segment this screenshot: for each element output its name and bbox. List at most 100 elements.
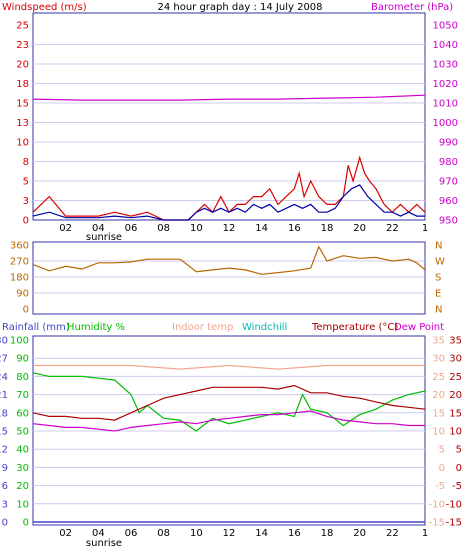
temperature-label: Temperature (°C)	[311, 322, 398, 333]
indoor-temp-label: Indoor temp	[172, 322, 233, 333]
humidity-axis-label: Humidity %	[67, 322, 125, 333]
barometer-tick-label: 980	[439, 157, 458, 168]
direction-tick-label: 360	[10, 241, 29, 252]
humidity-tick-label: 20	[16, 481, 29, 492]
humidity-tick-label: 90	[16, 354, 29, 365]
humidity-tick-label: 80	[16, 372, 29, 383]
x-tick-label: 06	[125, 528, 138, 539]
x-tick-label: 08	[157, 528, 170, 539]
windspeed-tick-label: 18	[16, 79, 29, 90]
temperature-tick-label: 35	[432, 336, 445, 347]
rainfall-tick-label: 6	[2, 481, 8, 492]
windspeed-tick-label: 3	[23, 196, 29, 207]
x-tick-label: 18	[321, 223, 334, 234]
temperature-tick-label: 5	[439, 445, 445, 456]
temperature-tick-label: 0	[456, 463, 462, 474]
barometer-tick-label: 1010	[433, 99, 458, 110]
rainfall-axis-label: Rainfall (mm)	[2, 322, 70, 333]
humidity-tick-label: 100	[10, 336, 29, 347]
barometer-tick-label: 960	[439, 196, 458, 207]
rainfall-tick-label: 12	[0, 445, 8, 456]
temperature-tick-label: 15	[432, 408, 445, 419]
rainfall-tick-label: 15	[0, 427, 8, 438]
temperature-tick-label: 35	[449, 336, 462, 347]
sunrise-label-1: sunrise	[86, 232, 122, 243]
temperature-tick-label: -15	[429, 518, 445, 529]
rainfall-tick-label: 0	[2, 518, 8, 529]
temperature-tick-label: 5	[456, 445, 462, 456]
temperature-tick-label: 10	[449, 427, 462, 438]
barometer-tick-label: 970	[439, 177, 458, 188]
compass-tick-label: N	[435, 305, 442, 316]
rainfall-tick-label: 27	[0, 354, 8, 365]
x-tick-label: 18	[321, 528, 334, 539]
windspeed-tick-label: 23	[16, 40, 29, 51]
windspeed-tick-label: 13	[16, 118, 29, 129]
x-tick-label: 02	[59, 223, 72, 234]
x-tick-label: 10	[190, 223, 203, 234]
humidity-tick-label: 10	[16, 499, 29, 510]
temperature-tick-label: 25	[432, 372, 445, 383]
x-tick-label: 04	[92, 223, 105, 234]
windspeed-tick-label: 10	[16, 138, 29, 149]
x-tick-label: 06	[125, 223, 138, 234]
humidity-line	[32, 372, 426, 432]
humidity-tick-label: 60	[16, 408, 29, 419]
windchill-label: Windchill	[242, 322, 287, 333]
direction-tick-label: 0	[23, 305, 29, 316]
wind-plot-frame	[32, 12, 426, 221]
windspeed-tick-label: 8	[23, 157, 29, 168]
rainfall-tick-label: 3	[2, 499, 8, 510]
direction-plot-frame	[32, 241, 426, 315]
compass-tick-label: W	[435, 257, 445, 268]
x-tick-label: 22	[386, 528, 399, 539]
rainfall-tick-label: 30	[0, 336, 8, 347]
barometer-tick-label: 1020	[433, 79, 458, 90]
direction-tick-label: 270	[10, 257, 29, 268]
barometer-tick-label: 1040	[433, 40, 458, 51]
x-tick-label: 1	[422, 528, 428, 539]
rainfall-tick-label: 18	[0, 408, 8, 419]
x-tick-label: 20	[353, 528, 366, 539]
windspeed-line	[32, 155, 426, 221]
compass-tick-label: E	[435, 289, 441, 300]
dewpoint-line	[32, 410, 425, 432]
x-tick-label: 22	[386, 223, 399, 234]
humidity-tick-label: 50	[16, 427, 29, 438]
temperature-tick-label: 30	[432, 354, 445, 365]
temperature-tick-label: -5	[452, 481, 462, 492]
temperature-tick-label: 0	[439, 463, 445, 474]
wind-direction-line	[32, 245, 426, 275]
x-tick-label: 08	[157, 223, 170, 234]
rainfall-tick-label: 21	[0, 390, 8, 401]
rainfall-tick-label: 9	[2, 463, 8, 474]
x-tick-label: 02	[59, 528, 72, 539]
temperature-line	[32, 384, 426, 421]
barometer-tick-label: 1030	[433, 60, 458, 71]
humidity-tick-label: 30	[16, 463, 29, 474]
x-tick-label: 14	[255, 223, 268, 234]
direction-tick-label: 90	[16, 289, 29, 300]
windspeed-tick-label: 0	[23, 216, 29, 227]
x-tick-label: 16	[288, 528, 301, 539]
sunrise-label-3: sunrise	[86, 538, 122, 549]
windspeed-axis-label: Windspeed (m/s)	[2, 2, 87, 13]
humidity-tick-label: 0	[23, 518, 29, 529]
chart-title: 24 hour graph day : 14 July 2008	[157, 2, 322, 13]
barometer-line	[32, 94, 426, 101]
temperature-tick-label: -5	[435, 481, 445, 492]
x-tick-label: 1	[422, 223, 428, 234]
temperature-tick-label: -15	[446, 518, 462, 529]
x-tick-label: 14	[255, 528, 268, 539]
indoor-line	[33, 364, 425, 370]
temperature-tick-label: -10	[446, 499, 462, 510]
barometer-tick-label: 1000	[433, 118, 458, 129]
dewpoint-label: Dew Point	[394, 322, 444, 333]
x-tick-label: 04	[92, 528, 105, 539]
temperature-tick-label: 20	[432, 390, 445, 401]
barometer-tick-label: 1050	[433, 21, 458, 32]
direction-tick-label: 180	[10, 273, 29, 284]
barometer-tick-label: 990	[439, 138, 458, 149]
temperature-tick-label: 15	[449, 408, 462, 419]
barometer-tick-label: 950	[439, 216, 458, 227]
